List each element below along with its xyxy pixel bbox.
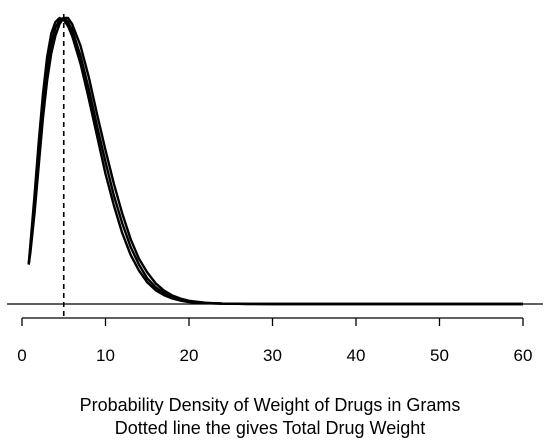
x-tick-label-60: 60 <box>514 346 533 365</box>
density-curves <box>27 16 523 306</box>
x-axis-ticks: 0 10 20 30 40 50 60 <box>17 318 532 365</box>
x-tick-label-30: 30 <box>263 346 282 365</box>
x-tick-label-50: 50 <box>430 346 449 365</box>
x-tick-label-0: 0 <box>17 346 26 365</box>
x-tick-label-40: 40 <box>347 346 366 365</box>
density-curve-1 <box>27 16 523 306</box>
x-axis-label-second-line: Dotted line the gives Total Drug Weight <box>115 418 426 438</box>
x-tick-label-10: 10 <box>96 346 115 365</box>
x-axis-label: Probability Density of Weight of Drugs i… <box>80 395 461 415</box>
x-tick-label-20: 20 <box>180 346 199 365</box>
